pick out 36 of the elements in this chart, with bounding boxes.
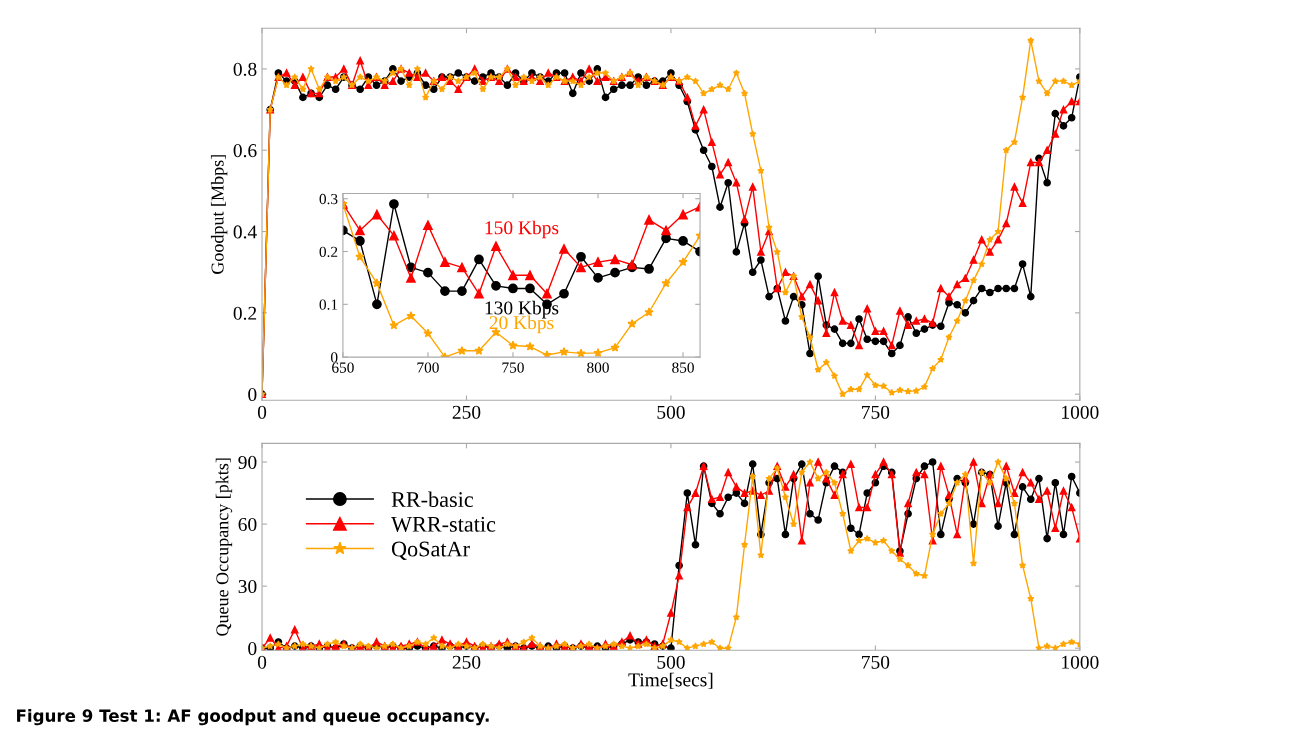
x-tick-label: 750 <box>862 655 890 669</box>
x-tick-label: 0 <box>257 405 267 419</box>
y-tick-label: 90 <box>238 455 257 469</box>
x-tick-label: 1000 <box>1062 405 1099 419</box>
x-tick-label: 800 <box>587 362 609 373</box>
legend-label: QoSatAr <box>391 541 470 560</box>
y-tick-label: 0.2 <box>233 306 257 320</box>
y-tick-label: 0.2 <box>319 246 338 258</box>
x-tick-label: 250 <box>452 655 481 669</box>
x-tick-label: 750 <box>862 405 890 419</box>
y-tick-label: 0.8 <box>233 62 257 76</box>
x-tick-label: 1000 <box>1062 655 1099 669</box>
y-tick-label: 0.1 <box>319 299 338 310</box>
y-tick-label: 0 <box>248 387 257 402</box>
x-tick-label: 500 <box>657 405 685 419</box>
y-tick-label: 0.3 <box>319 193 338 205</box>
x-tick-label: 650 <box>332 362 354 373</box>
legend-label: WRR-static <box>391 516 496 532</box>
y-tick-label: 0.4 <box>233 225 257 239</box>
y-tick-label: 30 <box>238 579 257 594</box>
annotation: 150 Kbps <box>485 220 559 239</box>
y-tick-label: 0 <box>248 642 257 656</box>
caption: Figure 9 Test 1: AF goodput and queue occupancy. <box>17 709 489 726</box>
x-tick-label: 500 <box>657 655 685 669</box>
x-tick-label: 700 <box>417 362 439 373</box>
x-tick-label: 0 <box>257 655 267 669</box>
y-tick-label: 0 <box>330 352 338 363</box>
x-tick-label: 250 <box>452 405 481 419</box>
x-axis-title: Time[secs] <box>628 672 713 689</box>
y-axis-title: Goodput [Mbps] <box>210 155 228 274</box>
y-tick-label: 0.6 <box>233 144 257 158</box>
x-tick-label: 750 <box>502 362 524 373</box>
legend-label: RR-basic <box>391 491 474 508</box>
y-tick-label: 60 <box>238 517 257 532</box>
x-tick-label: 850 <box>672 362 694 373</box>
y-axis-title: Queue Occupancy [pkts] <box>215 458 233 636</box>
